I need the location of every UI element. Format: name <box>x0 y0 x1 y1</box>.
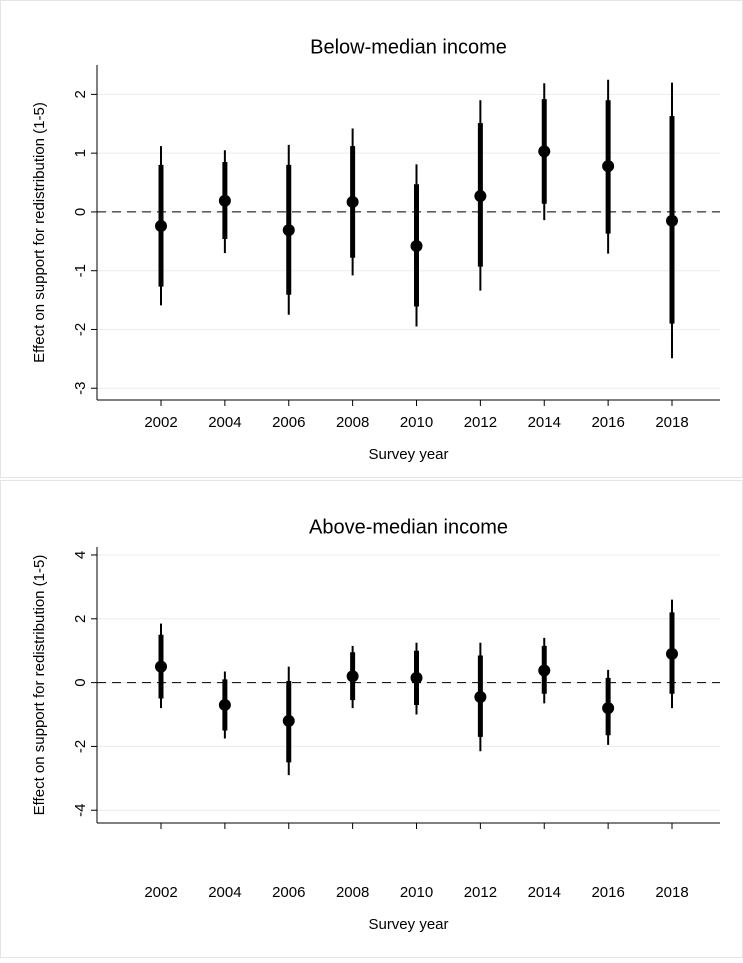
x-tick-label: 2006 <box>272 884 305 901</box>
point-estimate <box>218 194 231 207</box>
y-tick-label: -2 <box>72 740 89 753</box>
chart-title: Below-median income <box>310 36 507 58</box>
point-estimate <box>666 214 678 227</box>
point-estimate <box>474 190 487 203</box>
point-estimate <box>346 195 359 208</box>
x-tick-label: 2016 <box>591 884 624 901</box>
x-axis-title: Survey year <box>368 916 448 933</box>
point-estimate <box>282 224 295 237</box>
y-tick-label: 2 <box>72 90 89 98</box>
x-tick-label: 2012 <box>464 884 497 901</box>
x-tick-label: 2018 <box>655 414 688 431</box>
point-estimate <box>410 240 423 253</box>
y-tick-label: -1 <box>72 264 89 277</box>
x-tick-label: 2002 <box>144 414 177 431</box>
y-tick-label: -2 <box>72 323 89 336</box>
point-estimate <box>538 145 551 158</box>
point-estimate <box>346 670 359 683</box>
y-tick-label: 2 <box>72 615 89 623</box>
y-tick-label: -3 <box>72 382 89 395</box>
x-axis-title: Survey year <box>368 446 448 463</box>
x-tick-label: 2014 <box>528 884 561 901</box>
point-estimate <box>282 714 295 727</box>
x-tick-label: 2018 <box>655 884 688 901</box>
point-estimate <box>538 664 551 677</box>
y-tick-label: -4 <box>72 804 89 817</box>
panel-frame <box>0 480 743 958</box>
panel: Below-median income Effect on support for… <box>0 0 743 478</box>
y-axis-title: Effect on support for redistribution (1-… <box>31 102 48 363</box>
point-estimate <box>602 702 615 715</box>
x-tick-label: 2016 <box>591 414 624 431</box>
x-tick-label: 2004 <box>208 414 241 431</box>
point-estimate <box>602 160 615 173</box>
y-tick-label: 1 <box>72 149 89 157</box>
y-tick-label: 0 <box>72 208 89 216</box>
x-tick-label: 2010 <box>400 884 433 901</box>
point-estimate <box>474 690 487 703</box>
point-estimate <box>410 671 423 684</box>
panel-frame <box>0 0 743 478</box>
point-estimate <box>666 647 678 660</box>
x-tick-label: 2010 <box>400 414 433 431</box>
x-tick-label: 2002 <box>144 884 177 901</box>
panel: Above-median income Effect on support for… <box>0 480 743 958</box>
y-axis-title: Effect on support for redistribution (1-… <box>31 555 48 816</box>
y-tick-label: 4 <box>72 551 89 559</box>
point-estimate <box>218 698 231 711</box>
point-estimate <box>155 220 167 233</box>
x-tick-label: 2014 <box>528 414 561 431</box>
x-tick-label: 2008 <box>336 414 369 431</box>
y-tick-label: 0 <box>72 678 89 686</box>
x-tick-label: 2006 <box>272 414 305 431</box>
x-tick-label: 2012 <box>464 414 497 431</box>
chart-title: Above-median income <box>309 516 508 538</box>
x-tick-label: 2004 <box>208 884 241 901</box>
x-tick-label: 2008 <box>336 884 369 901</box>
point-estimate <box>155 660 167 673</box>
